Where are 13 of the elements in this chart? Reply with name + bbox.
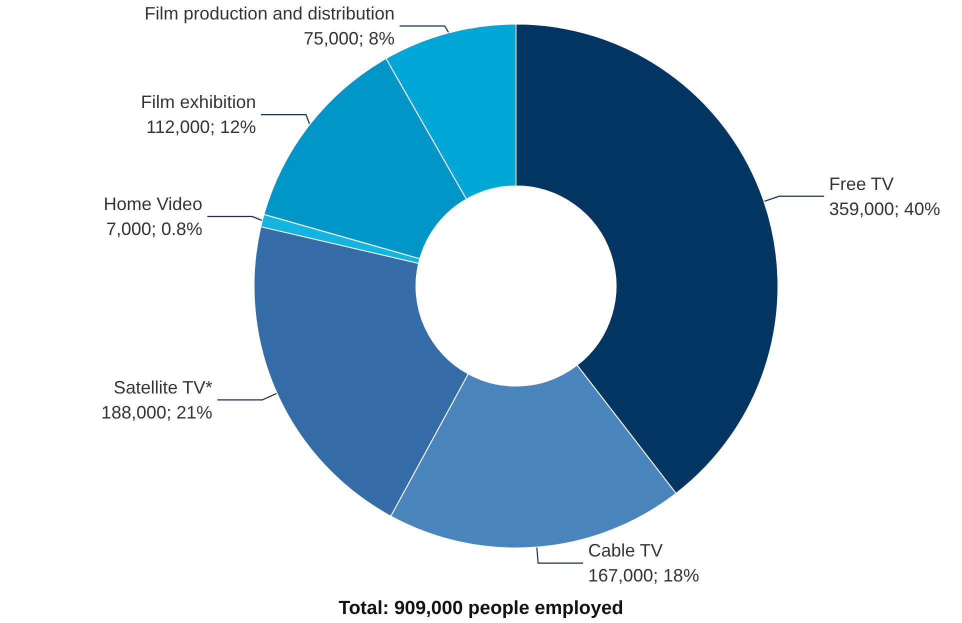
slice-label: Cable TV (588, 540, 663, 561)
data-label: 359,000; 40% (829, 198, 940, 219)
data-label: 75,000; 8% (304, 28, 395, 48)
data-label: 112,000; 12% (146, 117, 256, 138)
slice-label: Home Video (104, 194, 202, 214)
data-label: 167,000; 18% (588, 566, 700, 586)
slice-label: Satellite TV* (114, 377, 212, 398)
data-label: 7,000; 0.8% (106, 219, 202, 240)
slice-label: Free TV (829, 174, 894, 194)
data-label: 188,000; 21% (101, 402, 212, 422)
text: Total: 909,000 people employed (338, 598, 624, 619)
slice-label: Film production and distribution (144, 4, 395, 24)
slice-label: Film exhibition (140, 92, 256, 112)
